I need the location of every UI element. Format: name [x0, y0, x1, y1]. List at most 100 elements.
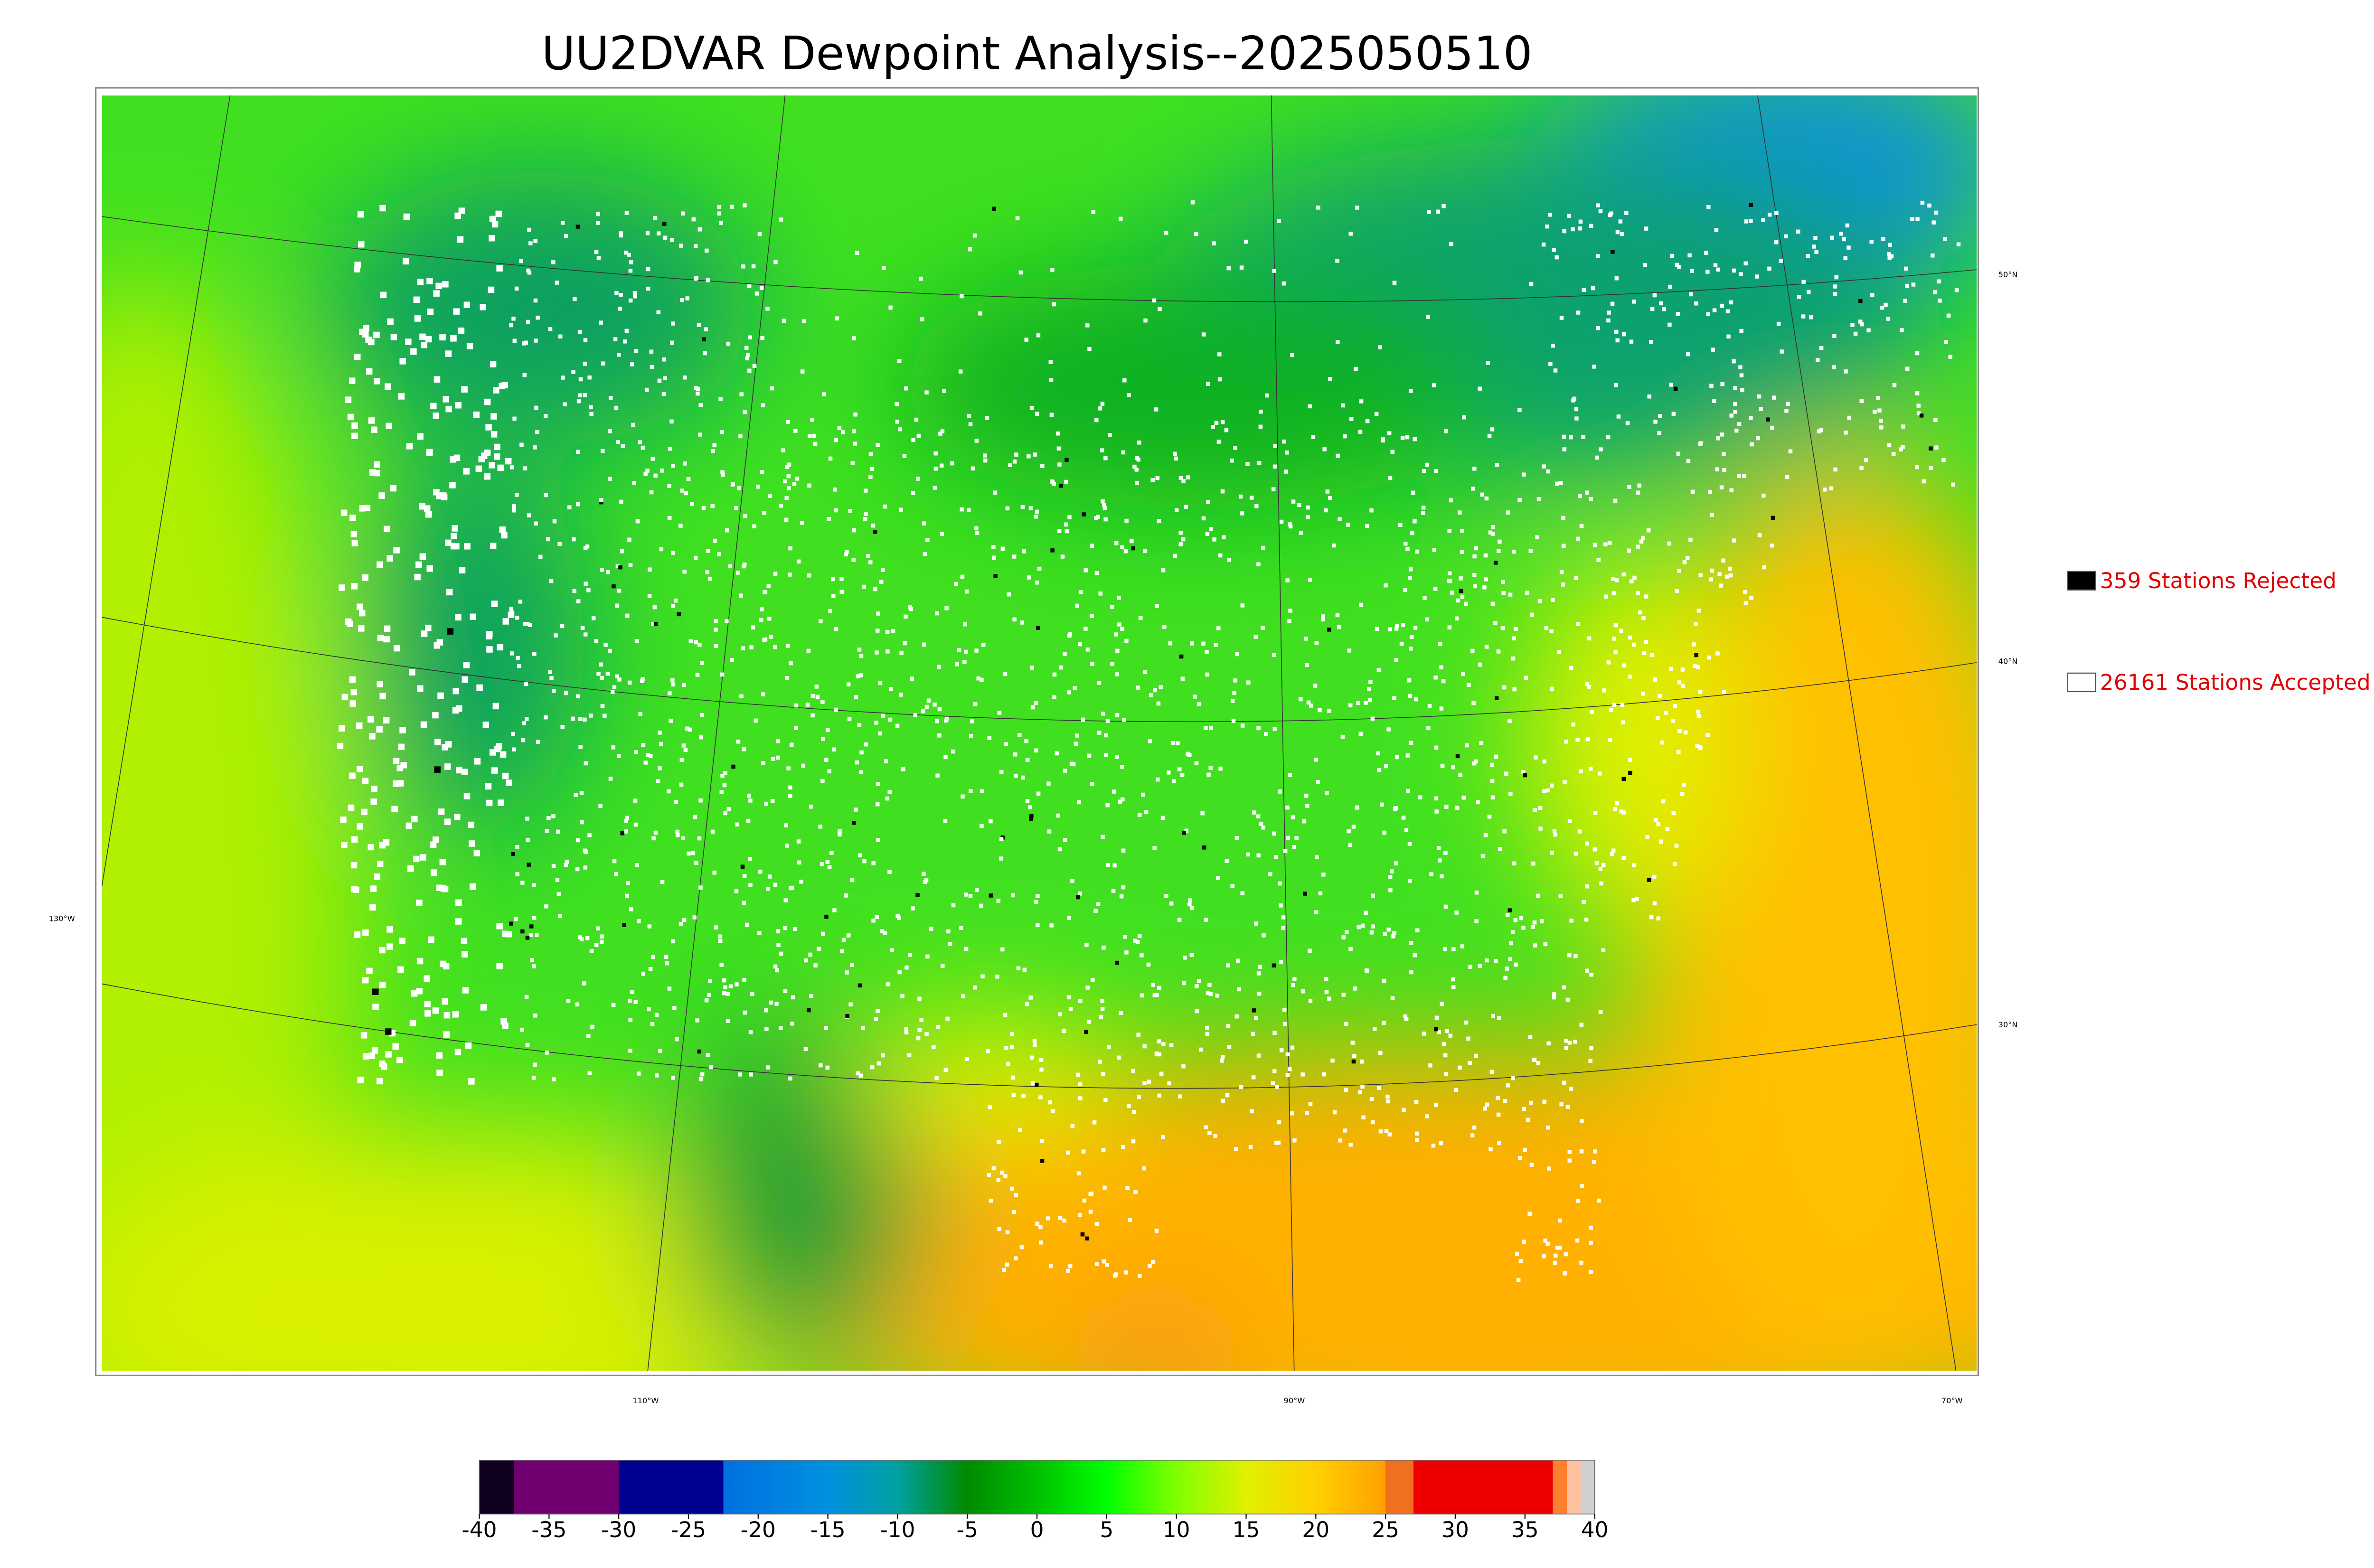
- station-dot: [766, 584, 771, 588]
- legend-label: 359 Stations Rejected: [2100, 568, 2336, 593]
- station-dot: [1931, 254, 1935, 258]
- station-dot: [548, 670, 552, 674]
- station-dot: [405, 822, 413, 829]
- station-dot: [1394, 627, 1399, 631]
- station-dot: [1161, 1042, 1166, 1046]
- station-dot: [556, 829, 560, 834]
- station-dot: [1308, 577, 1312, 582]
- station-dot: [783, 989, 788, 993]
- station-dot: [834, 438, 838, 442]
- station-dot: [1014, 773, 1018, 778]
- station-dot: [600, 934, 604, 939]
- station-dot: [1052, 672, 1057, 677]
- station-dot: [1140, 953, 1144, 958]
- station-dot: [1532, 920, 1537, 925]
- station-dot: [1087, 753, 1092, 758]
- station-dot: [1055, 432, 1060, 436]
- station-dot: [351, 583, 358, 590]
- station-dot: [765, 886, 770, 891]
- station-dot: [527, 513, 531, 517]
- station-dot: [1151, 1259, 1155, 1264]
- station-dot: [1081, 1149, 1086, 1154]
- station-dot: [717, 205, 722, 209]
- station-dot: [1205, 1032, 1210, 1036]
- station-dot: [519, 442, 524, 447]
- station-dot: [585, 544, 590, 549]
- station-dot: [834, 627, 838, 631]
- station-dot: [1279, 519, 1284, 524]
- station-dot: [1671, 719, 1676, 723]
- station-dot: [1427, 210, 1431, 214]
- station-dot: [1180, 676, 1185, 681]
- station-dot: [878, 681, 883, 685]
- station-dot: [1184, 828, 1189, 833]
- station-dot: [1258, 424, 1263, 429]
- station-dot: [1164, 231, 1168, 235]
- station-dot: [726, 341, 731, 346]
- station-dot: [555, 878, 560, 883]
- station-dot: [1823, 488, 1827, 492]
- station-dot: [624, 329, 629, 333]
- station-dot: [443, 1031, 450, 1038]
- station-dot: [1512, 636, 1517, 640]
- station-dot: [988, 1105, 992, 1109]
- station-dot: [1282, 1022, 1287, 1026]
- graticule: [102, 95, 1977, 1371]
- station-dot: [1112, 863, 1117, 868]
- station-dot: [1209, 527, 1213, 531]
- station-dot: [1413, 953, 1417, 958]
- station-dot: [354, 931, 361, 938]
- station-dot: [1299, 531, 1303, 535]
- station-dot: [970, 466, 975, 471]
- station-dot: [1635, 897, 1639, 901]
- station-dot: [1344, 1088, 1348, 1092]
- station-dot: [430, 403, 437, 410]
- station-dot: [1447, 625, 1452, 629]
- station-dot: [1706, 733, 1710, 737]
- station-dot: [1650, 307, 1655, 311]
- station-dot: [1171, 741, 1176, 745]
- station-dot: [824, 1026, 828, 1030]
- station-dot: [829, 851, 834, 855]
- station-dot: [498, 799, 504, 806]
- station-dot: [764, 801, 768, 806]
- station-dot: [1285, 578, 1290, 582]
- station-dot: [1943, 237, 1947, 241]
- station-dot: [1525, 591, 1529, 595]
- station-dot: [1592, 365, 1596, 369]
- station-dot: [634, 348, 639, 353]
- station-dot: [1376, 668, 1381, 673]
- station-dot: [1577, 829, 1582, 834]
- station-dot: [1035, 1221, 1039, 1226]
- station-dot: [1196, 979, 1201, 984]
- station-dot: [681, 211, 685, 216]
- station-dot: [458, 327, 465, 334]
- station-dot: [1613, 623, 1618, 628]
- station-dot: [683, 748, 688, 752]
- station-dot: [1056, 446, 1061, 451]
- station-dot: [720, 672, 725, 677]
- station-dot: [464, 543, 471, 550]
- station-dot: [1174, 456, 1178, 461]
- station-dot: [532, 964, 536, 968]
- station-dot: [1443, 1053, 1448, 1058]
- station-dot: [961, 994, 965, 998]
- station-dot: [1118, 799, 1122, 804]
- station-dot: [447, 628, 454, 635]
- station-dot: [515, 845, 519, 849]
- station-dot: [1761, 218, 1765, 222]
- station-dot: [1627, 548, 1631, 553]
- station-dot: [600, 567, 604, 572]
- station-dot: [863, 517, 867, 521]
- station-dot: [773, 964, 778, 969]
- station-dot: [1098, 406, 1102, 411]
- station-dot: [583, 361, 587, 366]
- station-dot: [1245, 462, 1250, 466]
- station-dot: [1597, 771, 1602, 776]
- station-dot: [1090, 782, 1094, 786]
- station-dot: [1757, 533, 1762, 537]
- station-dot: [1085, 1236, 1090, 1241]
- station-dot: [910, 676, 914, 681]
- station-dot: [1177, 918, 1182, 922]
- station-dot: [1294, 836, 1299, 841]
